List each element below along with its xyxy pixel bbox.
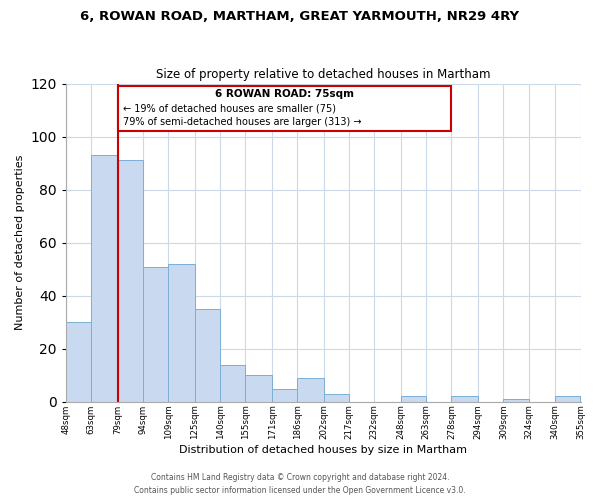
Bar <box>556 396 580 402</box>
Bar <box>297 378 324 402</box>
Bar <box>245 376 272 402</box>
Bar <box>272 388 297 402</box>
Bar <box>451 396 478 402</box>
Bar <box>118 86 451 132</box>
Title: Size of property relative to detached houses in Martham: Size of property relative to detached ho… <box>156 68 490 81</box>
Text: 79% of semi-detached houses are larger (313) →: 79% of semi-detached houses are larger (… <box>123 118 361 128</box>
Bar <box>220 364 245 402</box>
Bar <box>118 160 143 402</box>
Y-axis label: Number of detached properties: Number of detached properties <box>15 155 25 330</box>
Bar <box>503 399 529 402</box>
Text: Contains HM Land Registry data © Crown copyright and database right 2024.
Contai: Contains HM Land Registry data © Crown c… <box>134 474 466 495</box>
Text: ← 19% of detached houses are smaller (75): ← 19% of detached houses are smaller (75… <box>123 103 336 113</box>
X-axis label: Distribution of detached houses by size in Martham: Distribution of detached houses by size … <box>179 445 467 455</box>
Bar <box>168 264 195 402</box>
Bar <box>401 396 427 402</box>
Bar <box>143 266 168 402</box>
Bar <box>91 155 118 402</box>
Bar <box>324 394 349 402</box>
Bar <box>195 309 220 402</box>
Text: 6, ROWAN ROAD, MARTHAM, GREAT YARMOUTH, NR29 4RY: 6, ROWAN ROAD, MARTHAM, GREAT YARMOUTH, … <box>80 10 520 23</box>
Bar <box>66 322 91 402</box>
Text: 6 ROWAN ROAD: 75sqm: 6 ROWAN ROAD: 75sqm <box>215 89 354 99</box>
